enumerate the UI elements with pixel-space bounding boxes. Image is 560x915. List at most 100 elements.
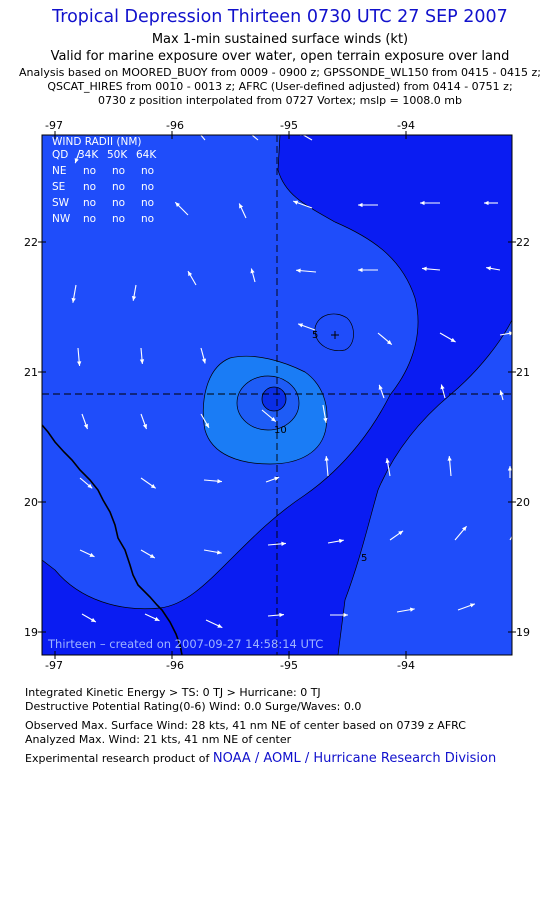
wind-vector-arrow <box>139 347 145 364</box>
lon-tick-bottom-0: -97 <box>45 659 63 672</box>
wind-radii-34: no <box>83 197 96 209</box>
wind-vector-arrow <box>74 149 81 164</box>
contour-label-5-north: 5 <box>312 330 318 341</box>
wind-vector-arrow <box>205 619 223 629</box>
wind-vector-arrow <box>71 284 77 303</box>
wind-vector-arrow <box>79 549 95 558</box>
lon-tick-bottom-1: -96 <box>166 659 184 672</box>
wind-vector-arrow <box>358 267 378 273</box>
lat-tick-left-0: 22 <box>24 236 38 249</box>
wind-vector-arrow <box>420 200 440 206</box>
wind-vector-arrow <box>203 479 222 484</box>
map-ticks <box>38 131 516 659</box>
wind-vector-arrow <box>327 538 344 544</box>
wind-vector-arrow <box>389 530 404 541</box>
wind-vector-arrow <box>293 200 313 209</box>
wind-vector-arrow <box>378 384 385 399</box>
lon-tick-top-0: -97 <box>45 119 63 132</box>
wind-vector-arrow <box>447 456 452 477</box>
lon-tick-top-1: -96 <box>166 119 184 132</box>
lat-tick-left-1: 21 <box>24 366 38 379</box>
wind-vector-arrow <box>358 202 378 208</box>
wind-radii-34: no <box>83 213 96 225</box>
product-credit-prefix: Experimental research product of <box>25 752 210 765</box>
wind-vector-arrow <box>140 549 156 559</box>
wind-contour-nne <box>314 313 354 352</box>
map-subtitle-validity: Valid for marine exposure over water, op… <box>50 49 510 64</box>
lat-tick-right-0: 22 <box>516 236 530 249</box>
wind-vector-arrow <box>267 541 286 546</box>
wind-vector-arrow <box>499 331 512 336</box>
analyzed-max-wind: Analyzed Max. Wind: 21 kts, 41 nm NE of … <box>25 733 292 746</box>
wind-vector-arrow <box>322 404 328 423</box>
map-frame <box>41 134 513 656</box>
wind-vector-arrow <box>187 270 197 286</box>
observed-max-wind: Observed Max. Surface Wind: 28 kts, 41 n… <box>25 719 466 732</box>
wind-vector-arrow <box>203 549 222 555</box>
wind-vector-arrow <box>261 409 277 422</box>
wind-radii-header-64: 64K <box>136 149 157 161</box>
wind-radii-qd: SW <box>52 197 70 209</box>
coastline <box>42 424 183 655</box>
wind-vector-arrow <box>385 458 391 477</box>
wind-vector-arrow <box>140 413 147 430</box>
contour-label-10: 10 <box>274 425 287 436</box>
wind-vector-arrow <box>200 413 210 429</box>
wind-radii-64: no <box>141 197 154 209</box>
wind-vector-arrow <box>140 477 157 489</box>
wind-radii-qd: NE <box>52 165 67 177</box>
lon-tick-bottom-3: -94 <box>397 659 415 672</box>
wind-vector-arrow <box>200 135 206 141</box>
map-credit: Thirteen – created on 2007-09-27 14:58:1… <box>47 637 323 651</box>
wind-radii-34: no <box>83 165 96 177</box>
wind-radii-34: no <box>83 181 96 193</box>
wind-vector-arrow <box>297 323 316 331</box>
analysis-line-2: QSCAT_HIRES from 0010 - 0013 z; AFRC (Us… <box>47 80 513 93</box>
wind-vector-arrow <box>396 607 415 613</box>
wind-vector-arrow <box>422 266 441 271</box>
wind-radii-title: WIND RADII (NM) <box>52 136 142 148</box>
wind-radii-header-50: 50K <box>107 149 128 161</box>
wind-vector-arrow <box>250 268 256 283</box>
wind-vector-arrow <box>267 612 284 618</box>
lon-tick-top-3: -94 <box>397 119 415 132</box>
wind-vector-arrow <box>265 476 280 483</box>
ike-line: Integrated Kinetic Energy > TS: 0 TJ > H… <box>25 686 321 699</box>
wind-vector-arrow <box>324 456 329 477</box>
wind-vector-arrow <box>486 266 501 271</box>
wind-vector-arrow <box>238 203 247 219</box>
analysis-line-1: Analysis based on MOORED_BUOY from 0009 … <box>19 66 541 79</box>
wind-vector-arrow <box>296 268 317 273</box>
wind-vector-arrow <box>77 347 82 366</box>
lat-tick-left-2: 20 <box>24 496 38 509</box>
wind-radii-50: no <box>112 165 125 177</box>
wind-vector-arrow <box>79 477 93 489</box>
wind-radii-qd: NW <box>52 213 71 225</box>
wind-radii-50: no <box>112 197 125 209</box>
hrd-link[interactable]: NOAA / AOML / Hurricane Research Divisio… <box>212 751 497 766</box>
wind-radii-header-qd: QD <box>52 149 68 161</box>
wind-vector-arrow <box>251 135 259 141</box>
wind-radii-table: WIND RADII (NM) QD 34K 50K 64K NE no no … <box>52 136 157 225</box>
wind-vector-arrow <box>131 284 137 301</box>
wind-vectors <box>71 135 512 629</box>
wind-radii-64: no <box>141 181 154 193</box>
wind-vector-arrow <box>330 612 348 618</box>
wind-vector-arrow <box>507 466 512 478</box>
product-credit: Experimental research product of NOAA / … <box>25 751 496 766</box>
analysis-line-3: 0730 z position interpolated from 0727 V… <box>97 94 462 107</box>
wind-vector-arrow <box>457 603 476 611</box>
wind-radii-64: no <box>141 213 154 225</box>
storm-center <box>261 386 287 412</box>
lat-tick-right-3: 19 <box>516 626 530 639</box>
map-subtitle-winds: Max 1-min sustained surface winds (kt) <box>151 32 409 47</box>
max-wind-marker <box>331 331 339 339</box>
wind-vector-arrow <box>174 201 189 216</box>
lat-tick-right-1: 21 <box>516 366 530 379</box>
wind-vector-arrow <box>454 525 467 541</box>
wind-vector-arrow <box>144 613 160 622</box>
dpr-line: Destructive Potential Rating(0-6) Wind: … <box>25 700 362 713</box>
lat-tick-left-3: 19 <box>24 626 38 639</box>
map-title: Tropical Depression Thirteen 0730 UTC 27… <box>52 7 508 27</box>
wind-vector-arrow <box>200 347 207 364</box>
